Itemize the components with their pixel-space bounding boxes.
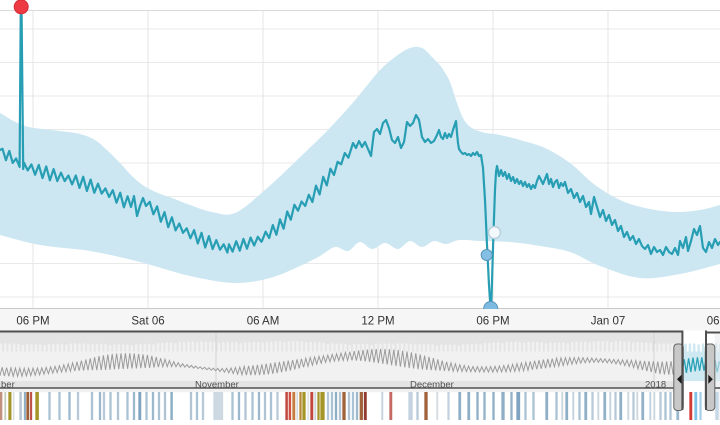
svg-text:Sat 06: Sat 06: [131, 316, 164, 328]
svg-text:06 AM: 06 AM: [247, 316, 280, 328]
svg-text:November: November: [195, 380, 239, 391]
svg-text:2018: 2018: [645, 380, 666, 391]
svg-text:12 PM: 12 PM: [361, 316, 394, 328]
svg-text:Jan 07: Jan 07: [591, 316, 626, 328]
svg-text:06 PM: 06 PM: [476, 316, 509, 328]
svg-text:06 PM: 06 PM: [16, 316, 49, 328]
svg-text:ber: ber: [1, 380, 15, 391]
svg-text:December: December: [410, 380, 454, 391]
svg-text:06 AM: 06 AM: [707, 316, 720, 328]
